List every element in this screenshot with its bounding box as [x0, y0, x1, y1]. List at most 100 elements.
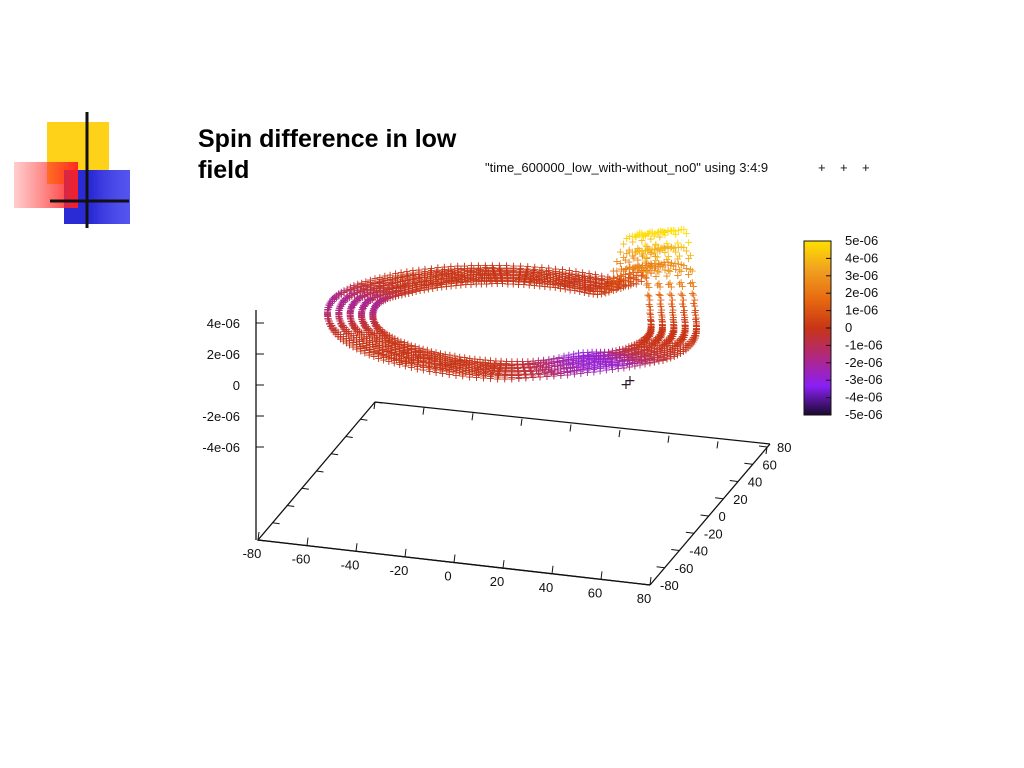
x-tick-label: 60	[588, 585, 602, 600]
ring-marker: +	[592, 277, 601, 290]
ring-marker: +	[678, 280, 687, 293]
ring-marker: +	[324, 299, 333, 312]
ring-marker: +	[685, 340, 694, 353]
ring-marker: +	[379, 282, 388, 295]
ring-marker: +	[355, 291, 364, 304]
ring-marker: +	[658, 314, 667, 327]
ring-marker: +	[526, 270, 535, 283]
ring-marker: +	[626, 272, 635, 285]
ring-marker: +	[391, 276, 400, 289]
ring-marker: +	[330, 291, 339, 304]
decor-blue-fade	[92, 170, 130, 224]
ring-marker: +	[339, 294, 348, 307]
ring-marker: +	[537, 266, 546, 279]
ring-marker: +	[625, 261, 634, 274]
ring-marker: +	[486, 269, 495, 282]
ring-marker: +	[469, 263, 478, 276]
ring-marker: +	[689, 331, 698, 344]
ring-marker: +	[644, 332, 653, 345]
ring-marker: +	[662, 253, 671, 266]
ring-marker: +	[446, 260, 455, 273]
ring-marker: +	[514, 274, 523, 287]
ring-marker: +	[342, 337, 351, 350]
ring-marker: +	[377, 293, 386, 306]
ring-marker: +	[662, 334, 671, 347]
ring-marker: +	[515, 269, 524, 282]
ring-marker: +	[380, 326, 389, 339]
ring-marker: +	[358, 289, 367, 302]
ring-marker: +	[380, 270, 389, 283]
ring-marker: +	[420, 271, 429, 284]
ring-marker: +	[668, 308, 677, 321]
ring-marker: +	[391, 267, 400, 280]
y-tick-label: 80	[777, 440, 791, 455]
ring-marker: +	[355, 333, 364, 346]
ring-marker: +	[331, 328, 340, 341]
ring-marker: +	[357, 303, 366, 316]
ring-marker: +	[437, 268, 446, 281]
ring-marker: +	[376, 327, 385, 340]
ring-marker: +	[613, 276, 622, 289]
ring-marker: +	[642, 264, 651, 277]
ring-marker: +	[554, 278, 563, 291]
ring-marker: +	[649, 334, 658, 347]
ring-marker: +	[466, 273, 475, 286]
ring-marker: +	[590, 282, 599, 295]
ring-marker: +	[543, 277, 552, 290]
ring-marker: +	[655, 343, 664, 356]
ring-marker: +	[383, 278, 392, 291]
ring-marker: +	[360, 290, 369, 303]
ring-marker: +	[580, 272, 589, 285]
ring-marker: +	[575, 279, 584, 292]
ring-marker: +	[692, 327, 701, 340]
x-tick-label: 80	[637, 591, 651, 606]
ring-marker: +	[334, 306, 343, 319]
ring-marker: +	[680, 322, 689, 335]
ring-marker: +	[467, 259, 476, 272]
ring-marker: +	[673, 253, 682, 266]
ring-marker: +	[659, 241, 668, 254]
ring-marker: +	[635, 227, 644, 240]
ring-marker: +	[641, 244, 650, 257]
ring-marker: +	[405, 273, 414, 286]
y-tick-mark-back	[360, 418, 368, 421]
ring-marker: +	[380, 328, 389, 341]
ring-marker: +	[347, 290, 356, 303]
ring-marker: +	[607, 280, 616, 293]
ring-marker: +	[420, 270, 429, 283]
ring-marker: +	[555, 269, 564, 282]
ring-marker: +	[681, 322, 690, 335]
ring-marker: +	[565, 264, 574, 277]
ring-marker: +	[452, 275, 461, 288]
ring-marker: +	[347, 298, 356, 311]
ring-marker: +	[647, 336, 656, 349]
ring-marker: +	[379, 277, 388, 290]
ring-marker: +	[514, 270, 523, 283]
ring-marker: +	[420, 269, 429, 282]
ring-marker: +	[683, 339, 692, 352]
ring-marker: +	[486, 271, 495, 284]
ring-marker: +	[489, 265, 498, 278]
ring-marker: +	[323, 308, 332, 321]
ring-marker: +	[349, 334, 358, 347]
ring-marker: +	[581, 276, 590, 289]
ring-marker: +	[669, 260, 678, 273]
ring-marker: +	[456, 279, 465, 292]
ring-marker: +	[335, 310, 344, 323]
ring-marker: +	[634, 335, 643, 348]
ring-marker: +	[575, 283, 584, 296]
ring-marker: +	[411, 285, 420, 298]
ring-marker: +	[366, 294, 375, 307]
ring-marker: +	[410, 277, 419, 290]
ring-marker: +	[669, 316, 678, 329]
ring-marker: +	[646, 324, 655, 337]
ring-marker: +	[412, 276, 421, 289]
y-tick-mark	[700, 514, 709, 517]
ring-marker: +	[345, 306, 354, 319]
ring-marker: +	[655, 333, 664, 346]
ring-marker: +	[388, 275, 397, 288]
ring-marker: +	[325, 317, 334, 330]
ring-marker: +	[433, 281, 442, 294]
ring-marker: +	[514, 278, 523, 291]
ring-marker: +	[653, 343, 662, 356]
